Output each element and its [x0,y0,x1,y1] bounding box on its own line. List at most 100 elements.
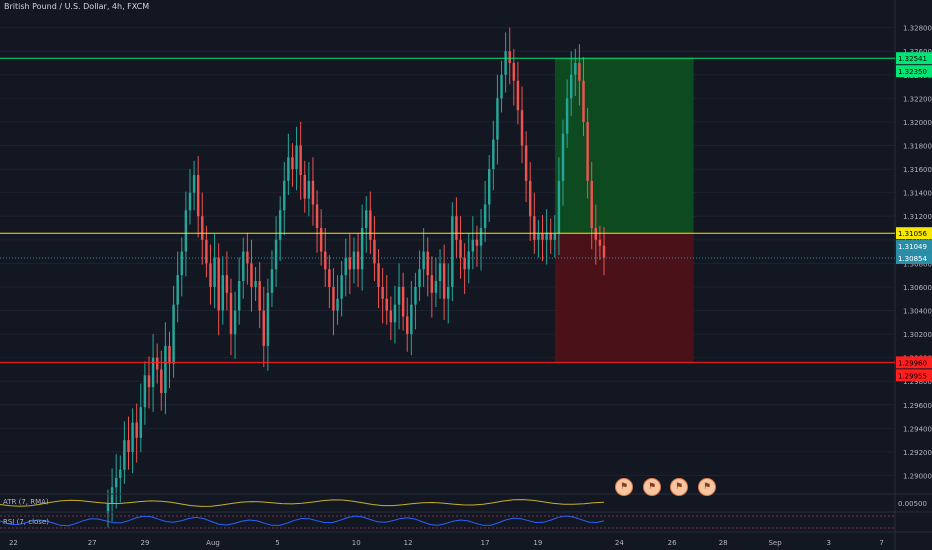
last-price-label2: 1.30854 [898,255,927,263]
candle-body [500,74,503,99]
candle-body [299,145,302,175]
candle-body [422,251,425,270]
candle-body [332,286,335,311]
stop-label2-bg [896,369,932,382]
candle-body [291,157,294,170]
price-tick-label: 1.29800 [903,378,932,386]
candle-body [168,345,171,364]
candle-body [537,233,540,240]
candle-body [442,263,446,299]
time-tick-label: 27 [88,539,97,547]
loss-zone [554,233,694,363]
candle-body [512,63,516,81]
atr-value-bg [896,498,932,508]
candle-body [250,263,253,287]
candle-body [508,51,511,64]
candle-body [352,251,356,270]
profit-zone [554,58,694,234]
candle-body [213,257,216,287]
rsi-line [0,515,605,527]
time-tick-label: 10 [352,539,361,547]
candle-body [557,180,561,234]
candle-body [574,63,577,75]
candle-body [373,239,376,264]
candle-body [155,357,159,370]
candle-body [196,174,200,217]
entry-label: 1.31056 [898,230,927,238]
candle-body [229,292,233,335]
candle-body [176,275,179,305]
price-tick-label: 1.30800 [903,260,932,268]
candle-body [344,257,347,276]
candle-body [565,98,569,134]
candle-body [365,210,368,229]
candle-body [602,245,606,258]
atr-indicator-label[interactable]: ATR (7, RMA) [3,498,49,506]
last-price-label2-bg [896,252,932,265]
time-tick-label: 28 [719,539,728,547]
candle-body [524,145,528,181]
time-tick-label: 26 [668,539,677,547]
candle-body [139,407,143,438]
candle-body [451,216,454,287]
candle-body [303,174,306,199]
target-label: 1.32541 [898,55,927,63]
price-tick-label: 1.29000 [903,473,932,481]
target-label-bg [896,52,932,65]
candle-body [397,286,401,305]
candle-body [369,210,372,240]
price-tick-label: 1.29600 [903,402,932,410]
candle-body [401,286,405,317]
candle-body [266,292,270,346]
stop-label2: 1.29955 [898,372,927,380]
chart-title: British Pound / U.S. Dollar, 4h, FXCM [4,2,150,11]
time-tick-label: 24 [615,539,624,547]
event-flag-icon[interactable]: ⚑ [643,478,661,496]
event-flag-icon[interactable]: ⚑ [698,478,716,496]
candle-body [201,216,204,240]
candle-body [127,440,130,452]
candle-body [307,180,311,199]
stop-label-bg [896,356,932,369]
candle-body [160,369,163,394]
event-flag-icon[interactable]: ⚑ [670,478,688,496]
candle-body [479,228,483,246]
candle-body [459,239,462,258]
time-tick-label: 17 [481,539,490,547]
time-tick-label: 19 [533,539,542,547]
candle-body [406,316,409,335]
candle-body [533,216,536,240]
price-tick-label: 1.32200 [903,95,932,103]
time-tick-label: 29 [141,539,150,547]
candle-body [360,228,364,270]
rsi-indicator-label[interactable]: RSI (7, close) [3,518,49,526]
candle-body [270,269,274,293]
candle-body [315,204,319,229]
candle-body [221,275,225,311]
candle-body [418,269,421,287]
candle-body [180,251,184,276]
candle-body [295,145,298,170]
candle-body [287,157,290,181]
candle-body [487,169,491,205]
candle-body [348,257,352,270]
stop-label: 1.29960 [898,359,927,367]
candle-body [164,345,167,394]
candle-body [151,357,155,388]
candle-body [274,239,278,270]
candle-body [262,310,265,346]
price-tick-label: 1.31400 [903,190,932,198]
time-tick-label: Sep [768,539,782,547]
candle-body [278,210,282,240]
candle-body [504,51,507,75]
price-tick-label: 1.30400 [903,308,932,316]
atr-line [0,499,605,507]
candle-body [377,263,380,287]
price-tick-label: 1.30600 [903,284,932,292]
price-tick-label: 1.31800 [903,143,932,151]
candle-body [516,80,520,111]
event-flag-icon[interactable]: ⚑ [615,478,633,496]
candle-body [172,304,175,364]
candle-body [569,74,573,99]
